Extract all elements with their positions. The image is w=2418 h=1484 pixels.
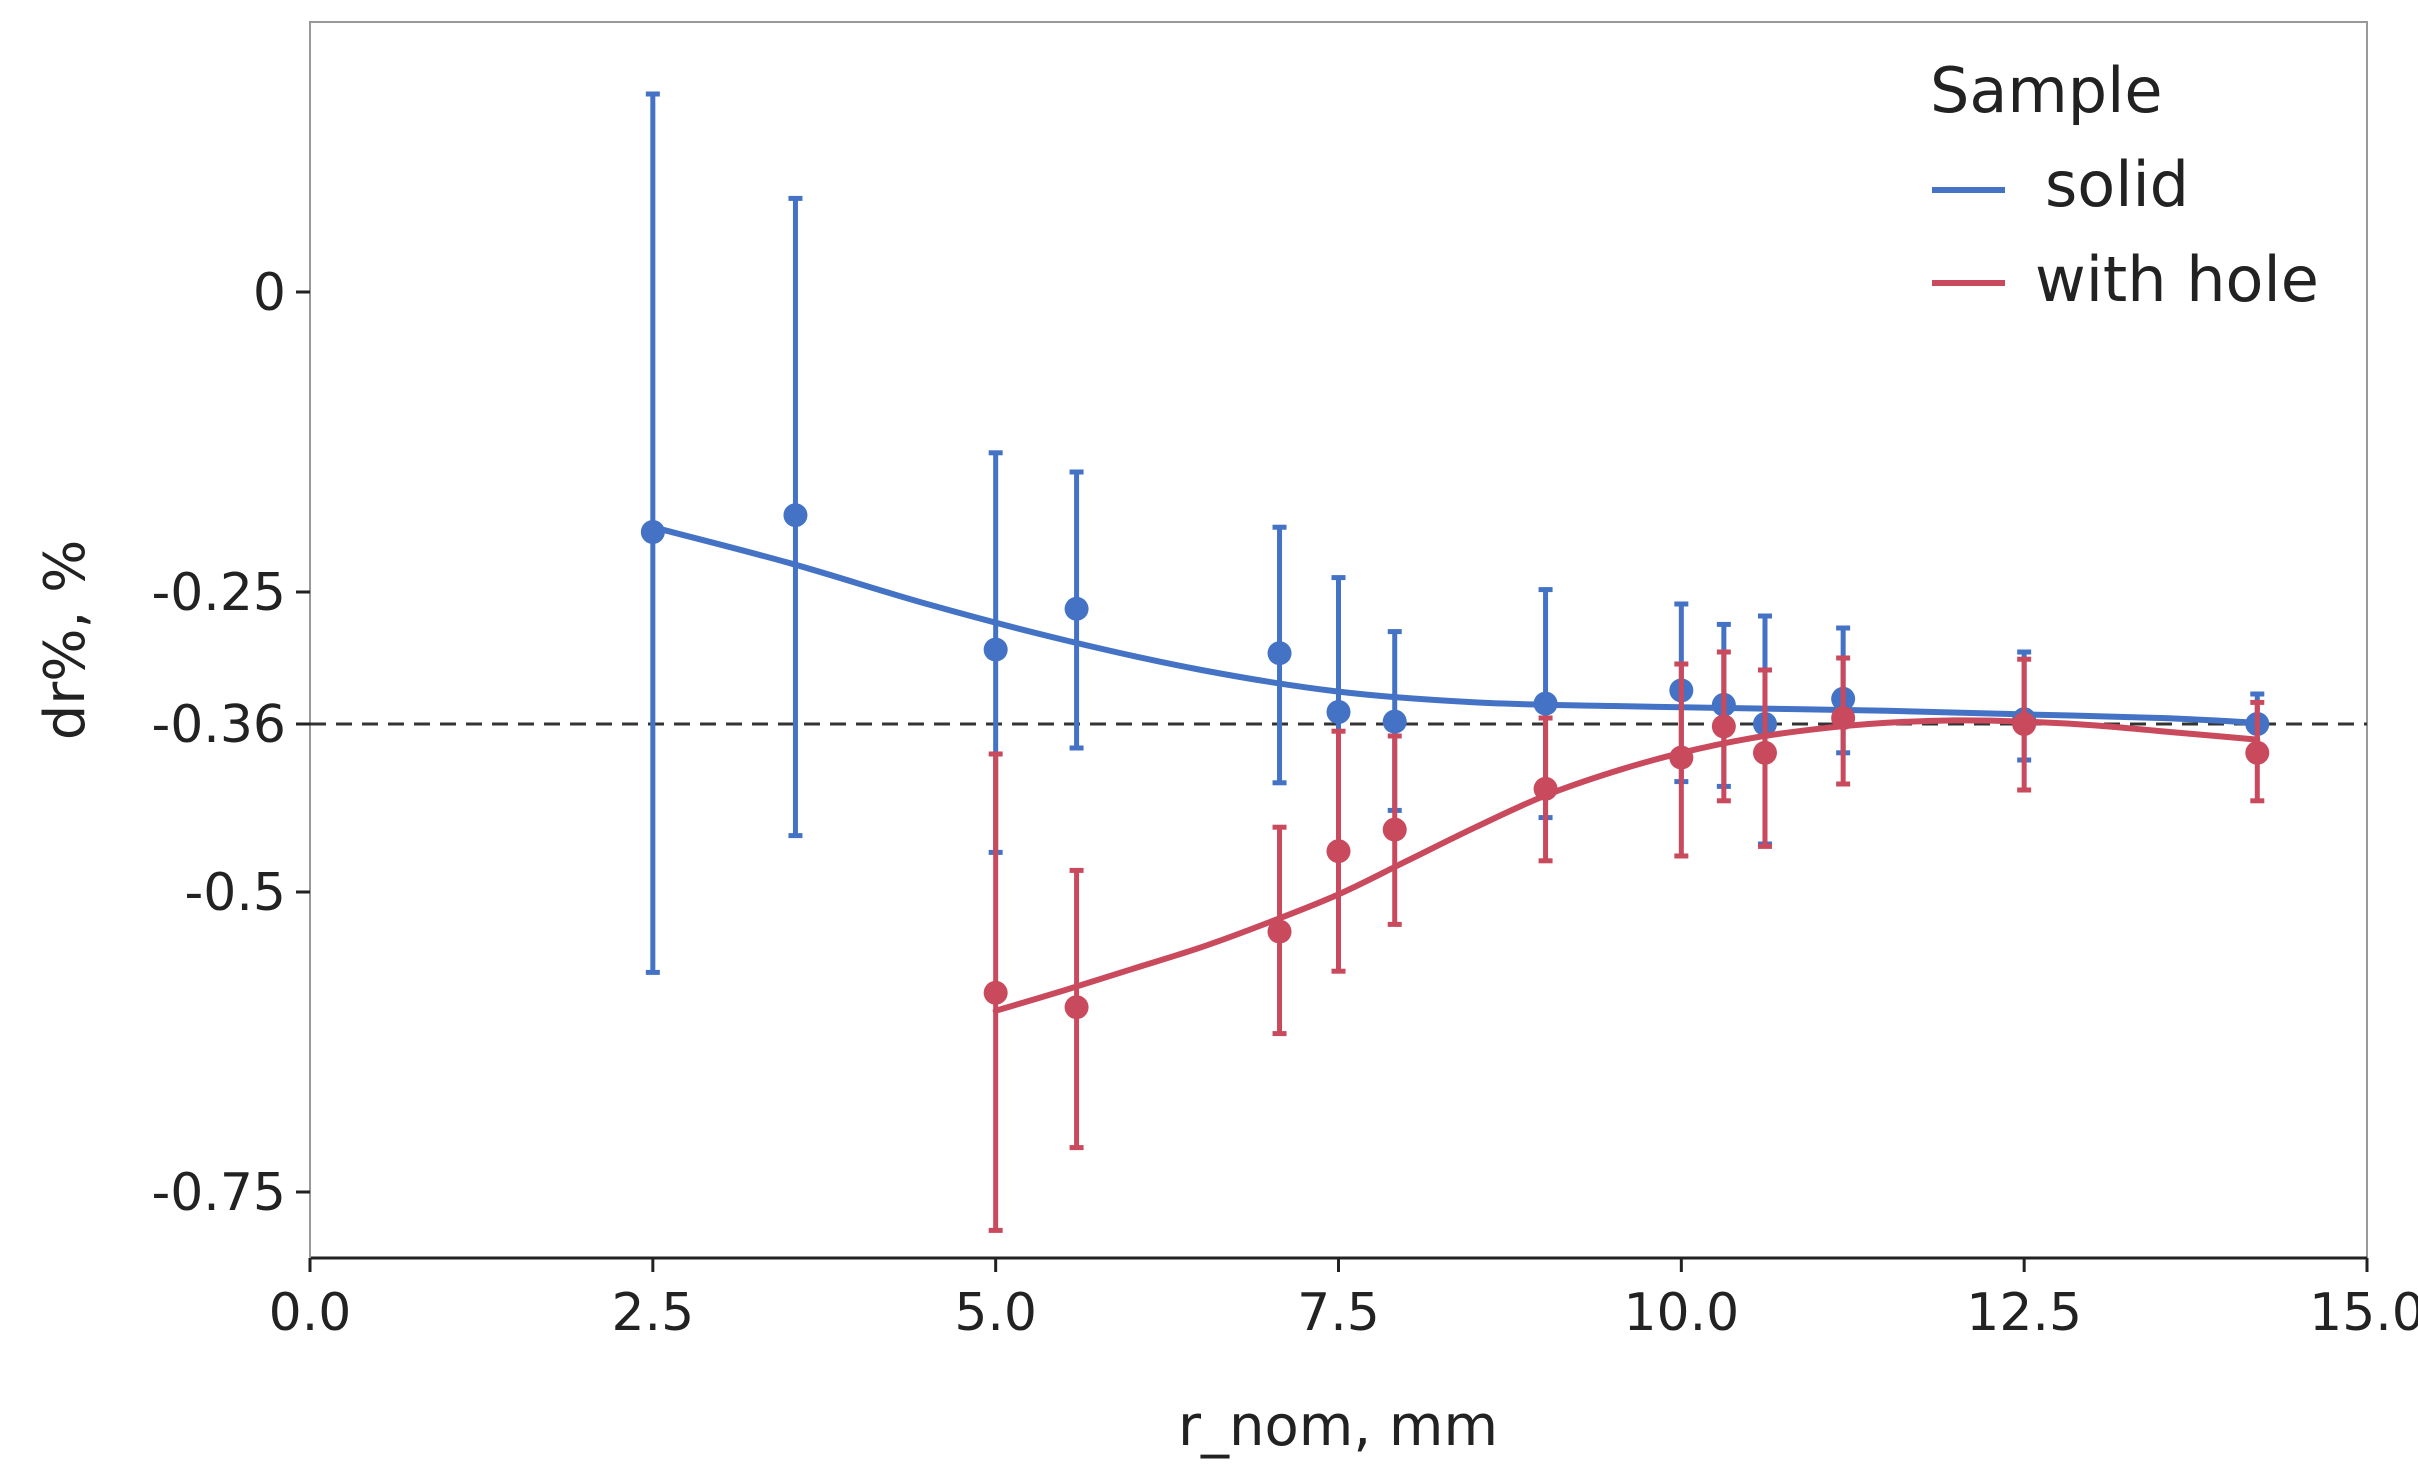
y-axis: 0 -0.25 -0.36 -0.5 -0.75 (151, 22, 311, 1258)
series-layer (640, 91, 2270, 1233)
point-with-hole (1533, 776, 1558, 801)
point-with-hole (2245, 740, 2270, 765)
x-tick-label: 10.0 (1623, 1283, 1739, 1343)
y-axis-title: dr%, % (33, 540, 98, 741)
point-solid (983, 637, 1008, 662)
y-tick-label: -0.75 (151, 1163, 286, 1223)
legend: Sample solid with hole (1930, 54, 2319, 316)
point-with-hole (983, 980, 1008, 1005)
legend-label-solid: solid (2045, 148, 2189, 221)
point-with-hole (1831, 706, 1856, 730)
x-tick-label: 0.0 (269, 1283, 352, 1343)
x-tick-label: 5.0 (954, 1283, 1037, 1343)
point-solid (1064, 596, 1089, 621)
point-with-hole (1267, 919, 1292, 944)
x-tick-label: 2.5 (611, 1283, 694, 1343)
fit-curve-solid (649, 524, 2261, 726)
y-tick-label: -0.36 (151, 695, 286, 755)
point-solid (1382, 709, 1407, 734)
point-with-hole (1752, 740, 1777, 765)
series-with-hole (983, 649, 2270, 1233)
fit-curve-with-hole (992, 717, 2261, 1014)
x-tick-label: 12.5 (1966, 1283, 2082, 1343)
point-with-hole (2012, 712, 2037, 736)
point-solid (640, 520, 665, 544)
point-with-hole (1669, 745, 1694, 770)
point-with-hole (1382, 817, 1407, 842)
x-tick-label: 15.0 (2309, 1283, 2418, 1343)
legend-title: Sample (1930, 54, 2162, 127)
x-axis-title: r_nom, mm (1178, 1394, 1498, 1459)
series-solid (640, 91, 2270, 975)
point-solid (1533, 691, 1558, 716)
point-solid (783, 503, 808, 528)
point-with-hole (1326, 839, 1351, 864)
point-solid (1326, 700, 1351, 724)
y-tick-label: 0 (253, 263, 286, 323)
y-tick-label: -0.5 (185, 863, 286, 923)
y-tick-label: -0.25 (151, 563, 286, 623)
legend-label-with-hole: with hole (2035, 243, 2319, 316)
x-tick-label: 7.5 (1297, 1283, 1380, 1343)
point-solid (1267, 641, 1292, 666)
point-with-hole (1711, 714, 1736, 739)
point-with-hole (1064, 995, 1089, 1020)
x-axis: 0.0 2.5 5.0 7.5 10.0 12.5 15.0 (269, 1256, 2418, 1343)
